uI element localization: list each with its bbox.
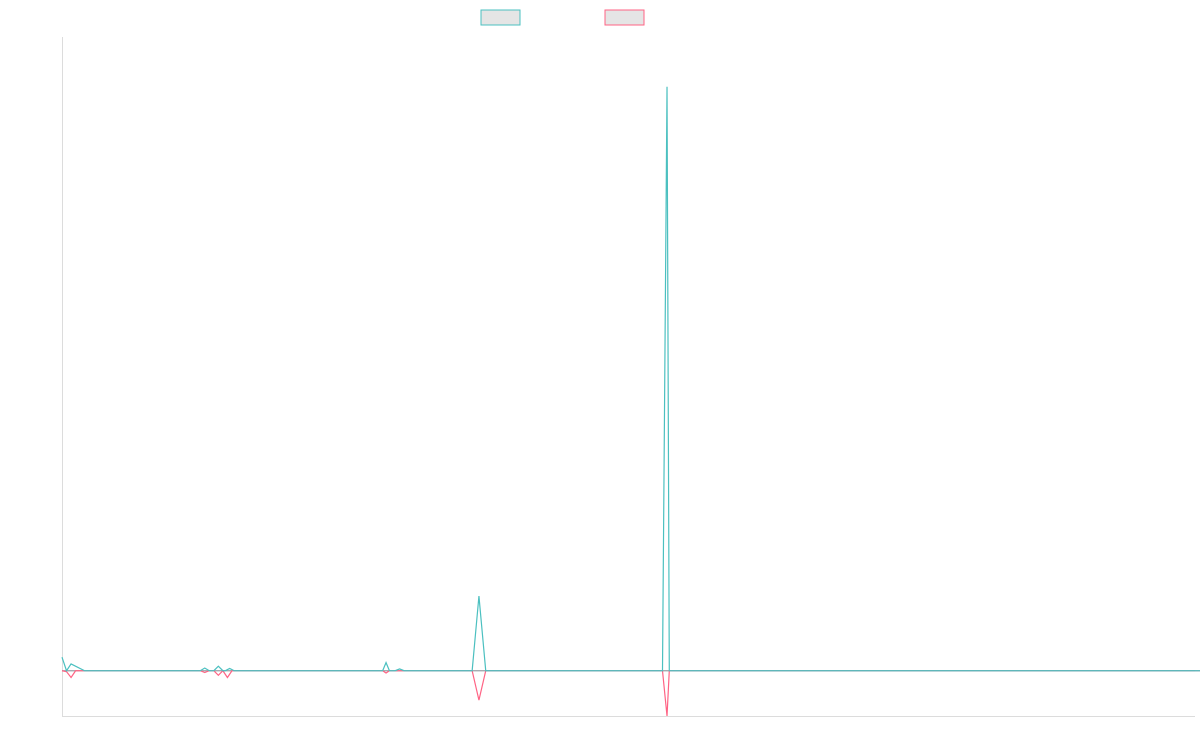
series-layer <box>61 86 1200 717</box>
series-line-1[interactable] <box>61 86 1200 673</box>
legend-swatch-series-1[interactable] <box>480 9 521 26</box>
legend-swatch-series-2[interactable] <box>604 9 645 26</box>
legend <box>480 9 645 26</box>
series-line-2[interactable] <box>61 669 1200 717</box>
